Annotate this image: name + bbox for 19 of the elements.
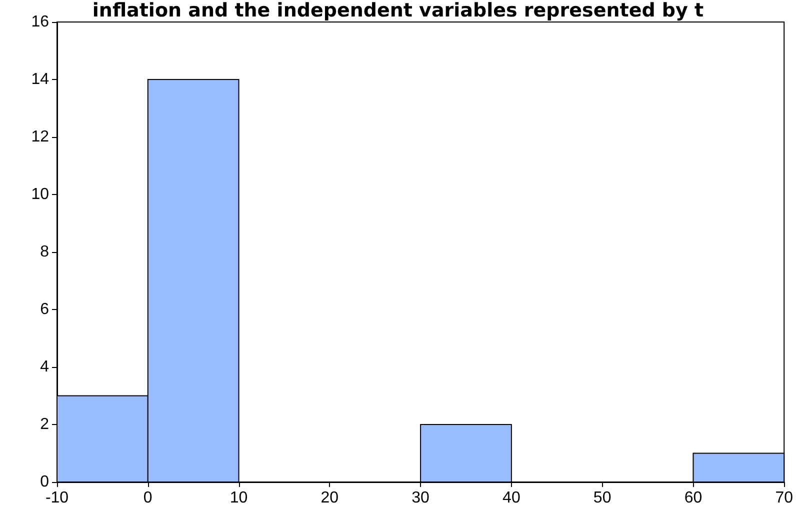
- x-tick-label: 40: [502, 490, 520, 506]
- y-tick-label: 2: [40, 416, 50, 433]
- x-tick-label: 50: [593, 490, 612, 506]
- x-tick-label: 0: [143, 490, 152, 506]
- y-tick-label: 14: [31, 71, 50, 88]
- y-tick-label: 12: [31, 128, 50, 146]
- x-tick-label: 10: [230, 490, 248, 506]
- x-tick-label: 60: [684, 490, 702, 506]
- chart-title: inflation and the independent variables represented by t: [92, 0, 704, 22]
- y-tick-label: 8: [40, 244, 50, 260]
- x-tick-label: 30: [412, 490, 430, 506]
- x-tick-label: -10: [45, 490, 69, 506]
- y-tick-label: 0: [40, 474, 50, 490]
- x-tick-label: 70: [775, 490, 794, 506]
- y-tick-label: 16: [31, 14, 50, 30]
- y-tick-label: 10: [31, 186, 50, 203]
- y-tick-label: 4: [40, 358, 50, 376]
- y-tick-label: 6: [40, 301, 50, 318]
- x-tick-label: 20: [320, 490, 339, 506]
